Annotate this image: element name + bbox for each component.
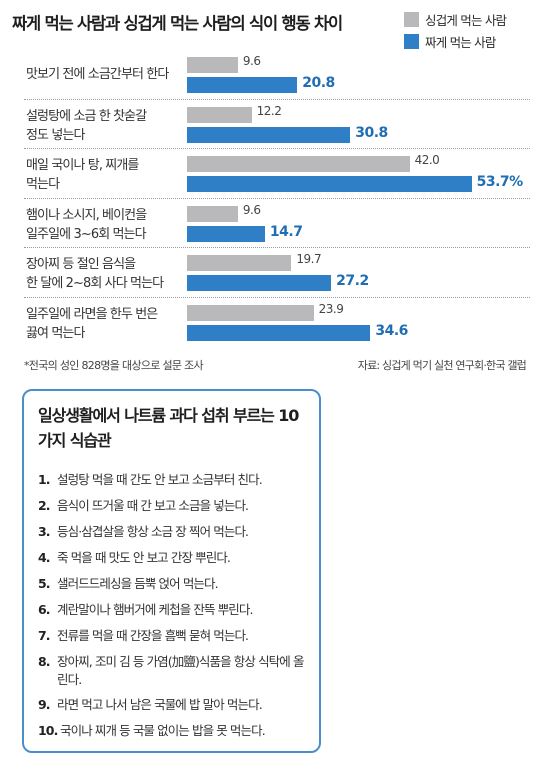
value-label-mild: 12.2 <box>256 103 282 118</box>
habit-item: 6. 계란말이나 햄버거에 케첩을 잔뜩 뿌린다. <box>38 601 310 619</box>
bar-salty <box>187 77 298 93</box>
habit-text: 설렁탕 먹을 때 간도 안 보고 소금부터 친다. <box>57 472 263 487</box>
row-divider <box>24 98 530 100</box>
bar-salty <box>187 275 332 291</box>
value-label-mild: 42.0 <box>414 153 440 167</box>
value-label-salty: 53.7% <box>476 174 524 190</box>
category-label: 맛보기 전에 소금간부터 한다 <box>26 65 188 84</box>
value-label-mild: 19.7 <box>296 252 322 266</box>
habit-item: 8. 장아찌, 조미 김 등 가염(加鹽)식품을 항상 식탁에 올린다. <box>38 653 310 689</box>
category-label-line: 맛보기 전에 소금간부터 한다 <box>26 67 169 82</box>
row-divider <box>24 197 530 199</box>
habit-number: 7. <box>38 628 51 643</box>
habit-item: 9. 라면 먹고 나서 남은 국물에 밥 말아 먹는다. <box>38 696 310 714</box>
bar-mild <box>187 57 238 73</box>
row-divider <box>24 148 530 149</box>
habit-text: 전류를 먹을 때 간장을 흠뻑 묻혀 먹는다. <box>57 628 249 643</box>
category-label-line: 정도 넣는다 <box>26 127 85 143</box>
habit-item: 5. 샐러드드레싱을 듬뿍 얹어 먹는다. <box>38 575 310 593</box>
category-label-line: 햄이나 소시지, 베이컨을 <box>26 207 147 223</box>
habit-text: 장아찌, 조미 김 등 가염(加鹽)식품을 항상 식탁에 올린다. <box>57 654 304 687</box>
chart-title: 짜게 먹는 사람과 싱겁게 먹는 사람의 식이 행동 차이 <box>12 14 343 33</box>
habit-text: 음식이 뜨거울 때 간 보고 소금을 넣는다. <box>57 498 249 513</box>
habit-number: 2. <box>38 498 51 513</box>
category-label-line: 장아찌 등 절인 음식을 <box>26 257 136 272</box>
habit-item: 7. 전류를 먹을 때 간장을 흠뻑 묻혀 먹는다. <box>38 627 310 645</box>
habit-number: 6. <box>38 602 51 617</box>
category-label-line: 일주일에 3~6회 먹는다 <box>26 226 147 242</box>
category-label-line: 일주일에 라면을 한두 번은 <box>26 306 158 322</box>
legend-label-mild: 싱겁게 먹는 사람 <box>425 12 507 28</box>
habit-item: 2. 음식이 뜨거울 때 간 보고 소금을 넣는다. <box>38 497 310 515</box>
value-label-mild: 9.6 <box>242 202 261 217</box>
bar-mild <box>187 106 252 123</box>
habit-item: 3. 등심·삼겹살을 항상 소금 장 찍어 먹는다. <box>38 523 310 541</box>
habits-title: 일상생활에서 나트륨 과다 섭취 부르는 10가지 식습관 <box>38 406 299 450</box>
legend: 싱겁게 먹는 사람 짜게 먹는 사람 <box>404 8 534 52</box>
legend-swatch-salty <box>404 33 419 49</box>
legend-item-salty: 짜게 먹는 사람 <box>404 30 534 52</box>
legend-swatch-mild <box>404 11 419 27</box>
habit-text: 계란말이나 햄버거에 케첩을 잔뜩 뿌린다. <box>57 602 253 617</box>
value-label-salty: 34.6 <box>375 322 408 339</box>
category-label-line: 매일 국이나 탕, 찌개를 <box>26 158 139 173</box>
habit-number: 5. <box>38 576 51 591</box>
value-label-mild: 9.6 <box>242 54 261 68</box>
habit-text: 국이나 찌개 등 국물 없이는 밥을 못 먹는다. <box>60 723 266 738</box>
bar-salty <box>187 225 265 242</box>
habit-text: 죽 먹을 때 맛도 안 보고 간장 뿌린다. <box>57 550 231 565</box>
legend-label-salty: 짜게 먹는 사람 <box>425 34 496 50</box>
habit-text: 등심·삼겹살을 항상 소금 장 찍어 먹는다. <box>57 524 249 539</box>
bar-salty <box>187 324 371 341</box>
habits-box: 일상생활에서 나트륨 과다 섭취 부르는 10가지 식습관 1. 설렁탕 먹을 때… <box>22 389 321 753</box>
source-note: 자료: 싱겁게 먹기 실천 연구회·한국 갤럽 <box>357 359 527 372</box>
habit-number: 9. <box>38 697 51 712</box>
habit-item: 4. 죽 먹을 때 맛도 안 보고 간장 뿌린다. <box>38 549 310 567</box>
habit-text: 라면 먹고 나서 남은 국물에 밥 말아 먹는다. <box>57 697 263 712</box>
category-label-line: 먹는다 <box>26 177 60 192</box>
habit-item: 10. 국이나 찌개 등 국물 없이는 밥을 못 먹는다. <box>38 722 310 740</box>
bar-salty <box>187 176 472 192</box>
legend-item-mild: 싱겁게 먹는 사람 <box>404 8 534 30</box>
footnote: *전국의 성인 828명을 대상으로 설문 조사 <box>24 359 204 372</box>
habit-text: 샐러드드레싱을 듬뿍 얹어 먹는다. <box>57 576 219 591</box>
value-label-salty: 20.8 <box>302 75 335 91</box>
bar-mild <box>187 304 314 321</box>
bar-mild <box>187 255 292 271</box>
value-label-salty: 27.2 <box>336 273 369 289</box>
habit-number: 8. <box>38 654 51 669</box>
row-divider <box>24 247 530 248</box>
chart-row: 맛보기 전에 소금간부터 한다 9.6 20.8 <box>0 51 540 100</box>
habit-item: 1. 설렁탕 먹을 때 간도 안 보고 소금부터 친다. <box>38 471 310 489</box>
category-label-line: 한 달에 2~8회 사다 먹는다 <box>26 276 164 291</box>
value-label-salty: 14.7 <box>269 223 303 240</box>
value-label-salty: 30.8 <box>355 124 388 141</box>
category-label-line: 끓여 먹는다 <box>26 325 85 341</box>
bar-salty <box>187 126 351 143</box>
habit-number: 1. <box>38 472 51 487</box>
habit-number: 4. <box>38 550 51 565</box>
habit-number: 3. <box>38 524 51 539</box>
habit-number: 10. <box>38 723 58 738</box>
bar-mild <box>187 205 238 222</box>
category-label-line: 설렁탕에 소금 한 찻숟갈 <box>26 108 147 124</box>
row-divider <box>24 296 530 298</box>
value-label-mild: 23.9 <box>318 301 344 316</box>
bar-mild <box>187 156 410 172</box>
